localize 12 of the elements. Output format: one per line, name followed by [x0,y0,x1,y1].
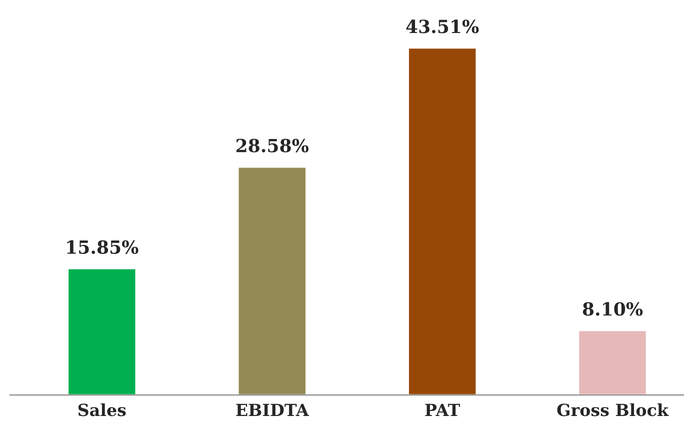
data-label: 43.51% [406,20,479,34]
x-tick-label: PAT [425,404,460,416]
x-tick-label: EBIDTA [236,404,310,416]
data-label: 8.10% [582,302,643,316]
data-label: 15.85% [67,240,138,254]
bar [578,330,648,395]
bar [67,268,137,395]
bar [408,47,478,395]
x-tick-label: Gross Block [557,403,669,416]
data-label: 28.58% [236,138,309,152]
x-tick-label: Sales [78,403,126,416]
bar [237,166,307,395]
